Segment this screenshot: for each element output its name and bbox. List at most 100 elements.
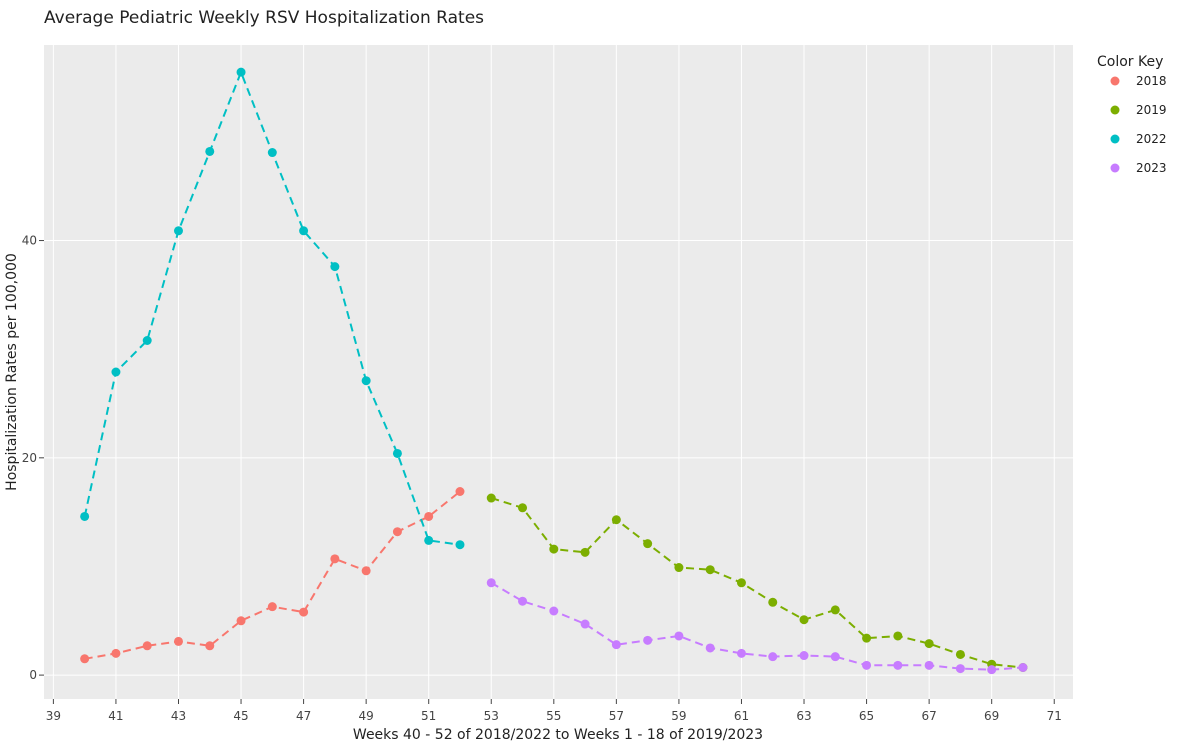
y-tick-label: 0 [29, 668, 37, 682]
data-point [486, 578, 496, 588]
x-tick-label: 49 [359, 709, 374, 723]
data-point [549, 544, 559, 554]
x-tick-label: 39 [46, 709, 61, 723]
data-point [267, 148, 277, 158]
data-point [705, 565, 715, 575]
x-tick-label: 71 [1047, 709, 1062, 723]
legend-swatch-2022 [1110, 134, 1120, 144]
data-point [361, 566, 371, 576]
legend-label-2023: 2023 [1136, 161, 1167, 175]
data-point [173, 636, 183, 646]
data-point [455, 487, 465, 497]
data-point [518, 503, 528, 513]
data-point [424, 511, 434, 521]
y-axis: 0 20 40 [22, 234, 44, 682]
data-point [392, 448, 402, 458]
y-axis-title: Hospitalization Rates per 100,000 [4, 253, 20, 491]
legend-label-2022: 2022 [1136, 132, 1167, 146]
data-point [236, 67, 246, 77]
data-point [893, 660, 903, 670]
data-point [611, 515, 621, 525]
x-axis-title: Weeks 40 - 52 of 2018/2022 to Weeks 1 - … [353, 727, 763, 742]
y-tick-label: 20 [22, 451, 37, 465]
data-point [924, 660, 934, 670]
data-point [486, 493, 496, 503]
series-2022 [80, 67, 465, 550]
x-tick-label: 41 [108, 709, 123, 723]
data-point [643, 635, 653, 645]
data-point [674, 631, 684, 641]
data-point [768, 597, 778, 607]
data-point [862, 660, 872, 670]
x-axis: 39 41 43 45 47 49 51 53 55 57 59 61 63 65 67 69 71 [46, 699, 1062, 723]
data-point [643, 539, 653, 549]
data-point [205, 146, 215, 156]
data-point [173, 226, 183, 236]
data-point [580, 547, 590, 557]
data-point [736, 648, 746, 658]
series-layer [80, 67, 1028, 675]
data-point [830, 652, 840, 662]
series-2019 [486, 493, 1028, 672]
gridlines [44, 45, 1073, 699]
y-tick-label: 40 [22, 234, 37, 248]
x-tick-label: 65 [859, 709, 874, 723]
x-tick-label: 63 [796, 709, 811, 723]
x-tick-label: 57 [609, 709, 624, 723]
x-tick-label: 67 [921, 709, 936, 723]
x-tick-label: 53 [484, 709, 499, 723]
data-point [361, 376, 371, 386]
x-tick-label: 69 [984, 709, 999, 723]
legend: Color Key 2018 2019 2022 2023 [1097, 54, 1167, 175]
legend-title: Color Key [1097, 54, 1163, 70]
legend-swatch-2018 [1110, 76, 1120, 86]
x-tick-label: 61 [734, 709, 749, 723]
data-point [330, 554, 340, 564]
legend-label-2019: 2019 [1136, 103, 1167, 117]
data-point [830, 605, 840, 615]
plot-area [44, 45, 1073, 699]
data-point [1018, 662, 1028, 672]
chart-title: Average Pediatric Weekly RSV Hospitaliza… [44, 8, 484, 28]
data-point [299, 226, 309, 236]
x-tick-label: 51 [421, 709, 436, 723]
data-point [111, 367, 121, 377]
data-point [955, 664, 965, 674]
data-point [424, 535, 434, 545]
data-point [392, 527, 402, 537]
data-point [455, 540, 465, 550]
data-point [893, 631, 903, 641]
legend-swatch-2019 [1110, 105, 1120, 115]
data-point [705, 643, 715, 653]
data-point [674, 563, 684, 573]
data-point [924, 639, 934, 649]
data-point [142, 641, 152, 651]
data-point [736, 578, 746, 588]
x-tick-label: 55 [546, 709, 561, 723]
series-2023 [486, 578, 1028, 675]
legend-swatch-2023 [1110, 163, 1120, 173]
data-point [799, 615, 809, 625]
x-tick-label: 59 [671, 709, 686, 723]
series-2018 [80, 487, 465, 664]
data-point [518, 596, 528, 606]
x-tick-label: 47 [296, 709, 311, 723]
data-point [80, 654, 90, 664]
data-point [955, 649, 965, 659]
data-point [862, 633, 872, 643]
data-point [80, 511, 90, 521]
x-tick-label: 43 [171, 709, 186, 723]
data-point [580, 619, 590, 629]
data-point [799, 651, 809, 661]
data-point [611, 640, 621, 650]
legend-label-2018: 2018 [1136, 74, 1167, 88]
data-point [142, 335, 152, 345]
series-line-2023 [490, 581, 1024, 671]
x-tick-label: 45 [233, 709, 248, 723]
data-point [299, 607, 309, 617]
series-line-2019 [491, 497, 1024, 669]
data-point [236, 616, 246, 626]
data-point [267, 602, 277, 612]
data-point [549, 606, 559, 616]
